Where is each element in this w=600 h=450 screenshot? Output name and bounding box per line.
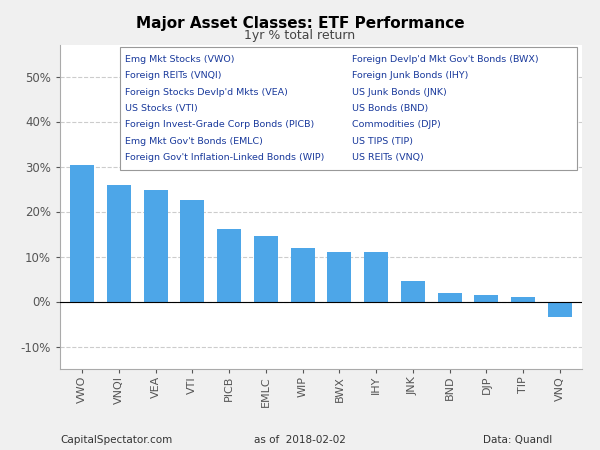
- Text: Foreign Gov't Inflation-Linked Bonds (WIP): Foreign Gov't Inflation-Linked Bonds (WI…: [125, 153, 325, 162]
- Text: Foreign Stocks Devlp'd Mkts (VEA): Foreign Stocks Devlp'd Mkts (VEA): [125, 88, 288, 97]
- Bar: [217, 229, 241, 302]
- Text: CapitalSpectator.com: CapitalSpectator.com: [60, 435, 172, 445]
- Bar: [364, 252, 388, 302]
- Bar: [475, 295, 499, 302]
- Text: Major Asset Classes: ETF Performance: Major Asset Classes: ETF Performance: [136, 16, 464, 31]
- Bar: [254, 236, 278, 302]
- Text: US REITs (VNQ): US REITs (VNQ): [352, 153, 424, 162]
- Text: US Stocks (VTI): US Stocks (VTI): [125, 104, 198, 113]
- Text: Foreign Junk Bonds (IHY): Foreign Junk Bonds (IHY): [352, 71, 469, 80]
- Bar: [401, 281, 425, 302]
- Text: Foreign Invest-Grade Corp Bonds (PICB): Foreign Invest-Grade Corp Bonds (PICB): [125, 121, 314, 130]
- Text: Emg Mkt Stocks (VWO): Emg Mkt Stocks (VWO): [125, 55, 235, 64]
- Text: Foreign Devlp'd Mkt Gov't Bonds (BWX): Foreign Devlp'd Mkt Gov't Bonds (BWX): [352, 55, 539, 64]
- Text: as of  2018-02-02: as of 2018-02-02: [254, 435, 346, 445]
- Bar: [548, 302, 572, 317]
- Bar: [107, 184, 131, 302]
- Text: US Bonds (BND): US Bonds (BND): [352, 104, 428, 113]
- Bar: [438, 293, 461, 302]
- Bar: [70, 165, 94, 302]
- Bar: [143, 190, 167, 302]
- Text: Data: Quandl: Data: Quandl: [483, 435, 552, 445]
- Bar: [181, 200, 204, 302]
- Bar: [290, 248, 314, 302]
- Text: 1yr % total return: 1yr % total return: [244, 29, 356, 42]
- FancyBboxPatch shape: [120, 47, 577, 170]
- Text: Foreign REITs (VNQI): Foreign REITs (VNQI): [125, 71, 222, 80]
- Bar: [511, 297, 535, 302]
- Text: Emg Mkt Gov't Bonds (EMLC): Emg Mkt Gov't Bonds (EMLC): [125, 137, 263, 146]
- Text: Commodities (DJP): Commodities (DJP): [352, 121, 441, 130]
- Bar: [328, 252, 352, 302]
- Text: US Junk Bonds (JNK): US Junk Bonds (JNK): [352, 88, 447, 97]
- Text: US TIPS (TIP): US TIPS (TIP): [352, 137, 413, 146]
